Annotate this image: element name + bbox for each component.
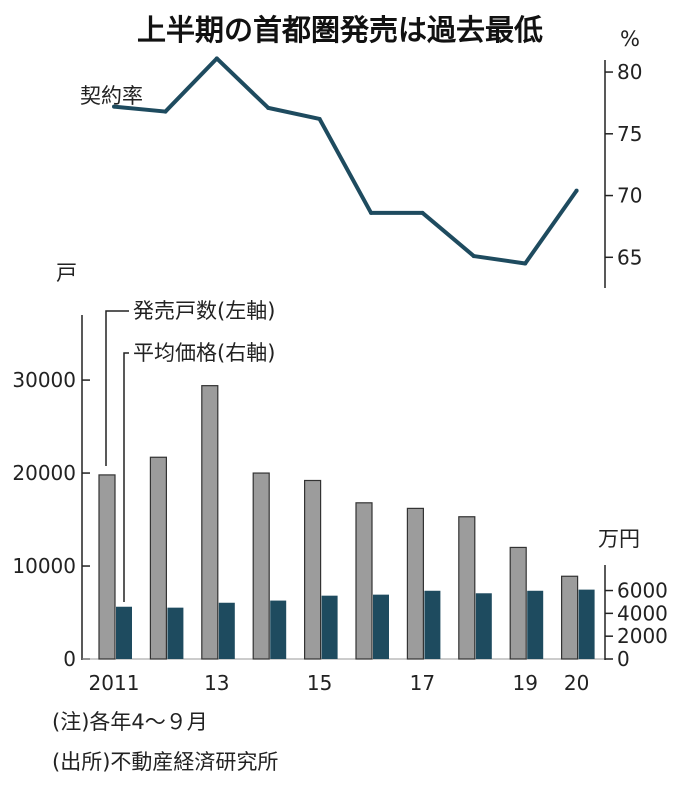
units-bar bbox=[252, 472, 270, 660]
units-unit: 戸 bbox=[56, 261, 77, 285]
footnote: (注)各年4～９月 bbox=[52, 710, 208, 734]
units-bar bbox=[201, 385, 219, 660]
left-tick-label: 30000 bbox=[12, 368, 76, 392]
price-bar bbox=[270, 600, 287, 659]
right-tick-label: 2000 bbox=[617, 624, 668, 648]
right-tick-label: 4000 bbox=[617, 601, 668, 625]
price-bar bbox=[475, 593, 492, 659]
price-bar bbox=[373, 594, 389, 659]
contract-rate-line bbox=[113, 56, 579, 266]
left-tick-label: 0 bbox=[63, 647, 76, 671]
units-bar bbox=[355, 502, 373, 660]
units-bar bbox=[304, 479, 322, 660]
left-tick-label: 10000 bbox=[12, 554, 76, 578]
rate-label: 契約率 bbox=[80, 84, 143, 108]
price-bar bbox=[218, 602, 235, 659]
units-bar bbox=[149, 456, 167, 660]
price-bar bbox=[424, 590, 441, 659]
chart: 上半期の首都圏発売は過去最低 % 契約率 65 70 75 80 戸 0 10000 20… bbox=[12, 13, 668, 695]
rate-unit: % bbox=[620, 27, 640, 51]
x-tick-label: 2011 bbox=[89, 671, 140, 695]
price-bar bbox=[578, 589, 595, 659]
chart-title: 上半期の首都圏発売は過去最低 bbox=[137, 13, 543, 47]
x-tick-label: 17 bbox=[410, 671, 435, 695]
left-tick-label: 20000 bbox=[12, 461, 76, 485]
units-legend-label: 発売戸数(左軸) bbox=[133, 299, 275, 323]
rate-tick-label: 70 bbox=[617, 184, 642, 208]
price-bar bbox=[167, 607, 184, 659]
price-bar bbox=[116, 606, 132, 659]
x-tick-label: 13 bbox=[204, 671, 229, 695]
price-unit: 万円 bbox=[598, 527, 640, 551]
rate-tick-label: 80 bbox=[617, 60, 642, 84]
units-bar bbox=[560, 575, 579, 660]
x-tick-label: 20 bbox=[564, 671, 589, 695]
source-note: (出所)不動産経済研究所 bbox=[52, 750, 279, 774]
right-tick-label: 6000 bbox=[617, 579, 668, 603]
rate-tick-label: 75 bbox=[617, 122, 642, 146]
price-leader-line bbox=[123, 352, 129, 602]
units-bar bbox=[98, 474, 116, 660]
right-tick-label: 0 bbox=[617, 647, 630, 671]
rate-tick-label: 65 bbox=[617, 245, 642, 269]
price-legend-label: 平均価格(右軸) bbox=[133, 341, 275, 365]
price-bar bbox=[527, 590, 544, 659]
units-leader-line bbox=[105, 310, 129, 466]
units-bar bbox=[406, 507, 424, 660]
units-bar bbox=[509, 546, 527, 660]
units-bar bbox=[458, 516, 476, 660]
price-bar bbox=[321, 595, 338, 659]
x-tick-label: 15 bbox=[307, 671, 332, 695]
x-tick-label: 19 bbox=[512, 671, 537, 695]
